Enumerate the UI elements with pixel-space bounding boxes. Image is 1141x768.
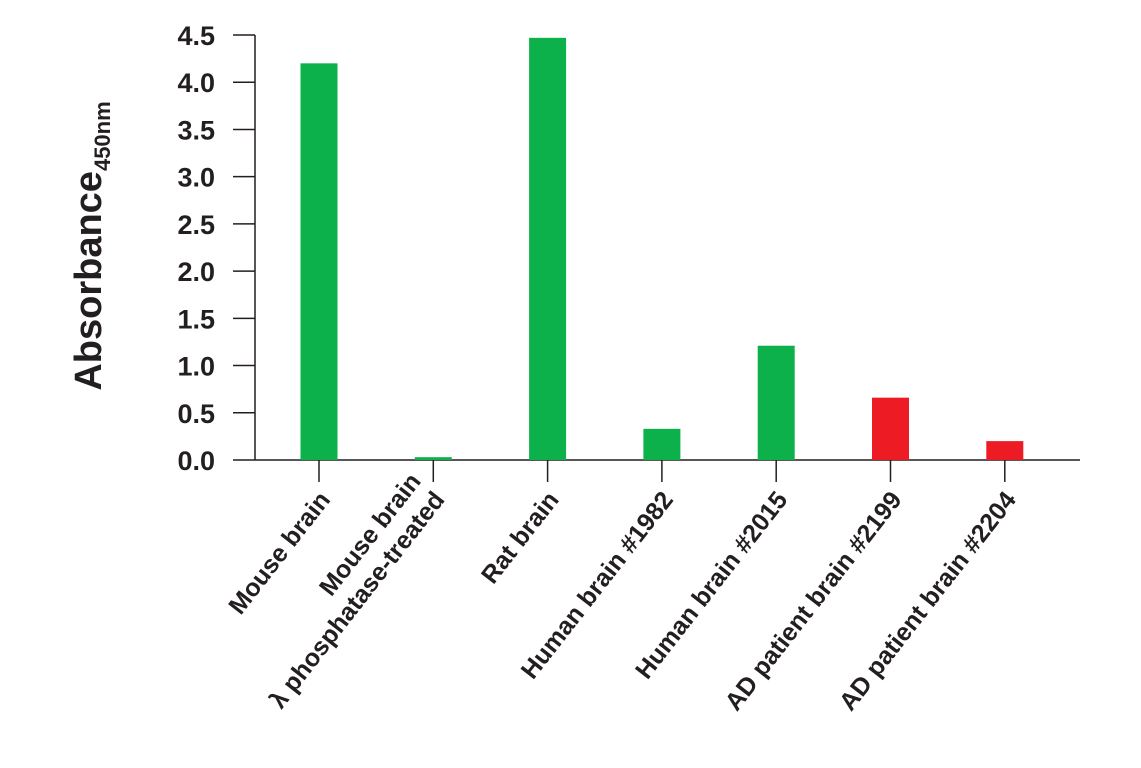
y-tick-label: 1.5 [177, 304, 215, 334]
y-axis-title: Absorbance450nm [68, 101, 115, 390]
x-tick-label-line: Mouse brain [223, 486, 336, 619]
y-tick-label: 4.5 [177, 21, 215, 51]
y-tick-label: 3.5 [177, 115, 215, 145]
y-tick-label: 0.0 [177, 446, 215, 476]
y-axis: 0.0 0.5 1.0 1.5 2.0 2.5 3.0 3.5 4.0 4.5 [177, 21, 256, 476]
bar [414, 457, 452, 460]
x-tick-label: Mouse brain [223, 486, 336, 619]
bar [872, 397, 909, 460]
bars [300, 37, 1024, 460]
y-tick-label: 4.0 [177, 68, 215, 98]
bar [300, 63, 338, 460]
y-tick-label: 3.0 [177, 163, 215, 193]
bar [529, 37, 567, 460]
bar [643, 428, 681, 460]
bar [757, 345, 795, 460]
x-axis [255, 459, 1080, 482]
y-tick-label: 2.5 [177, 210, 215, 240]
y-tick-label: 0.5 [177, 399, 215, 429]
y-tick-label: 2.0 [177, 257, 215, 287]
x-tick-label: Rat brain [476, 486, 565, 589]
bar [986, 441, 1024, 460]
x-tick-label-line: Rat brain [476, 486, 565, 589]
y-tick-label: 1.0 [177, 352, 215, 382]
